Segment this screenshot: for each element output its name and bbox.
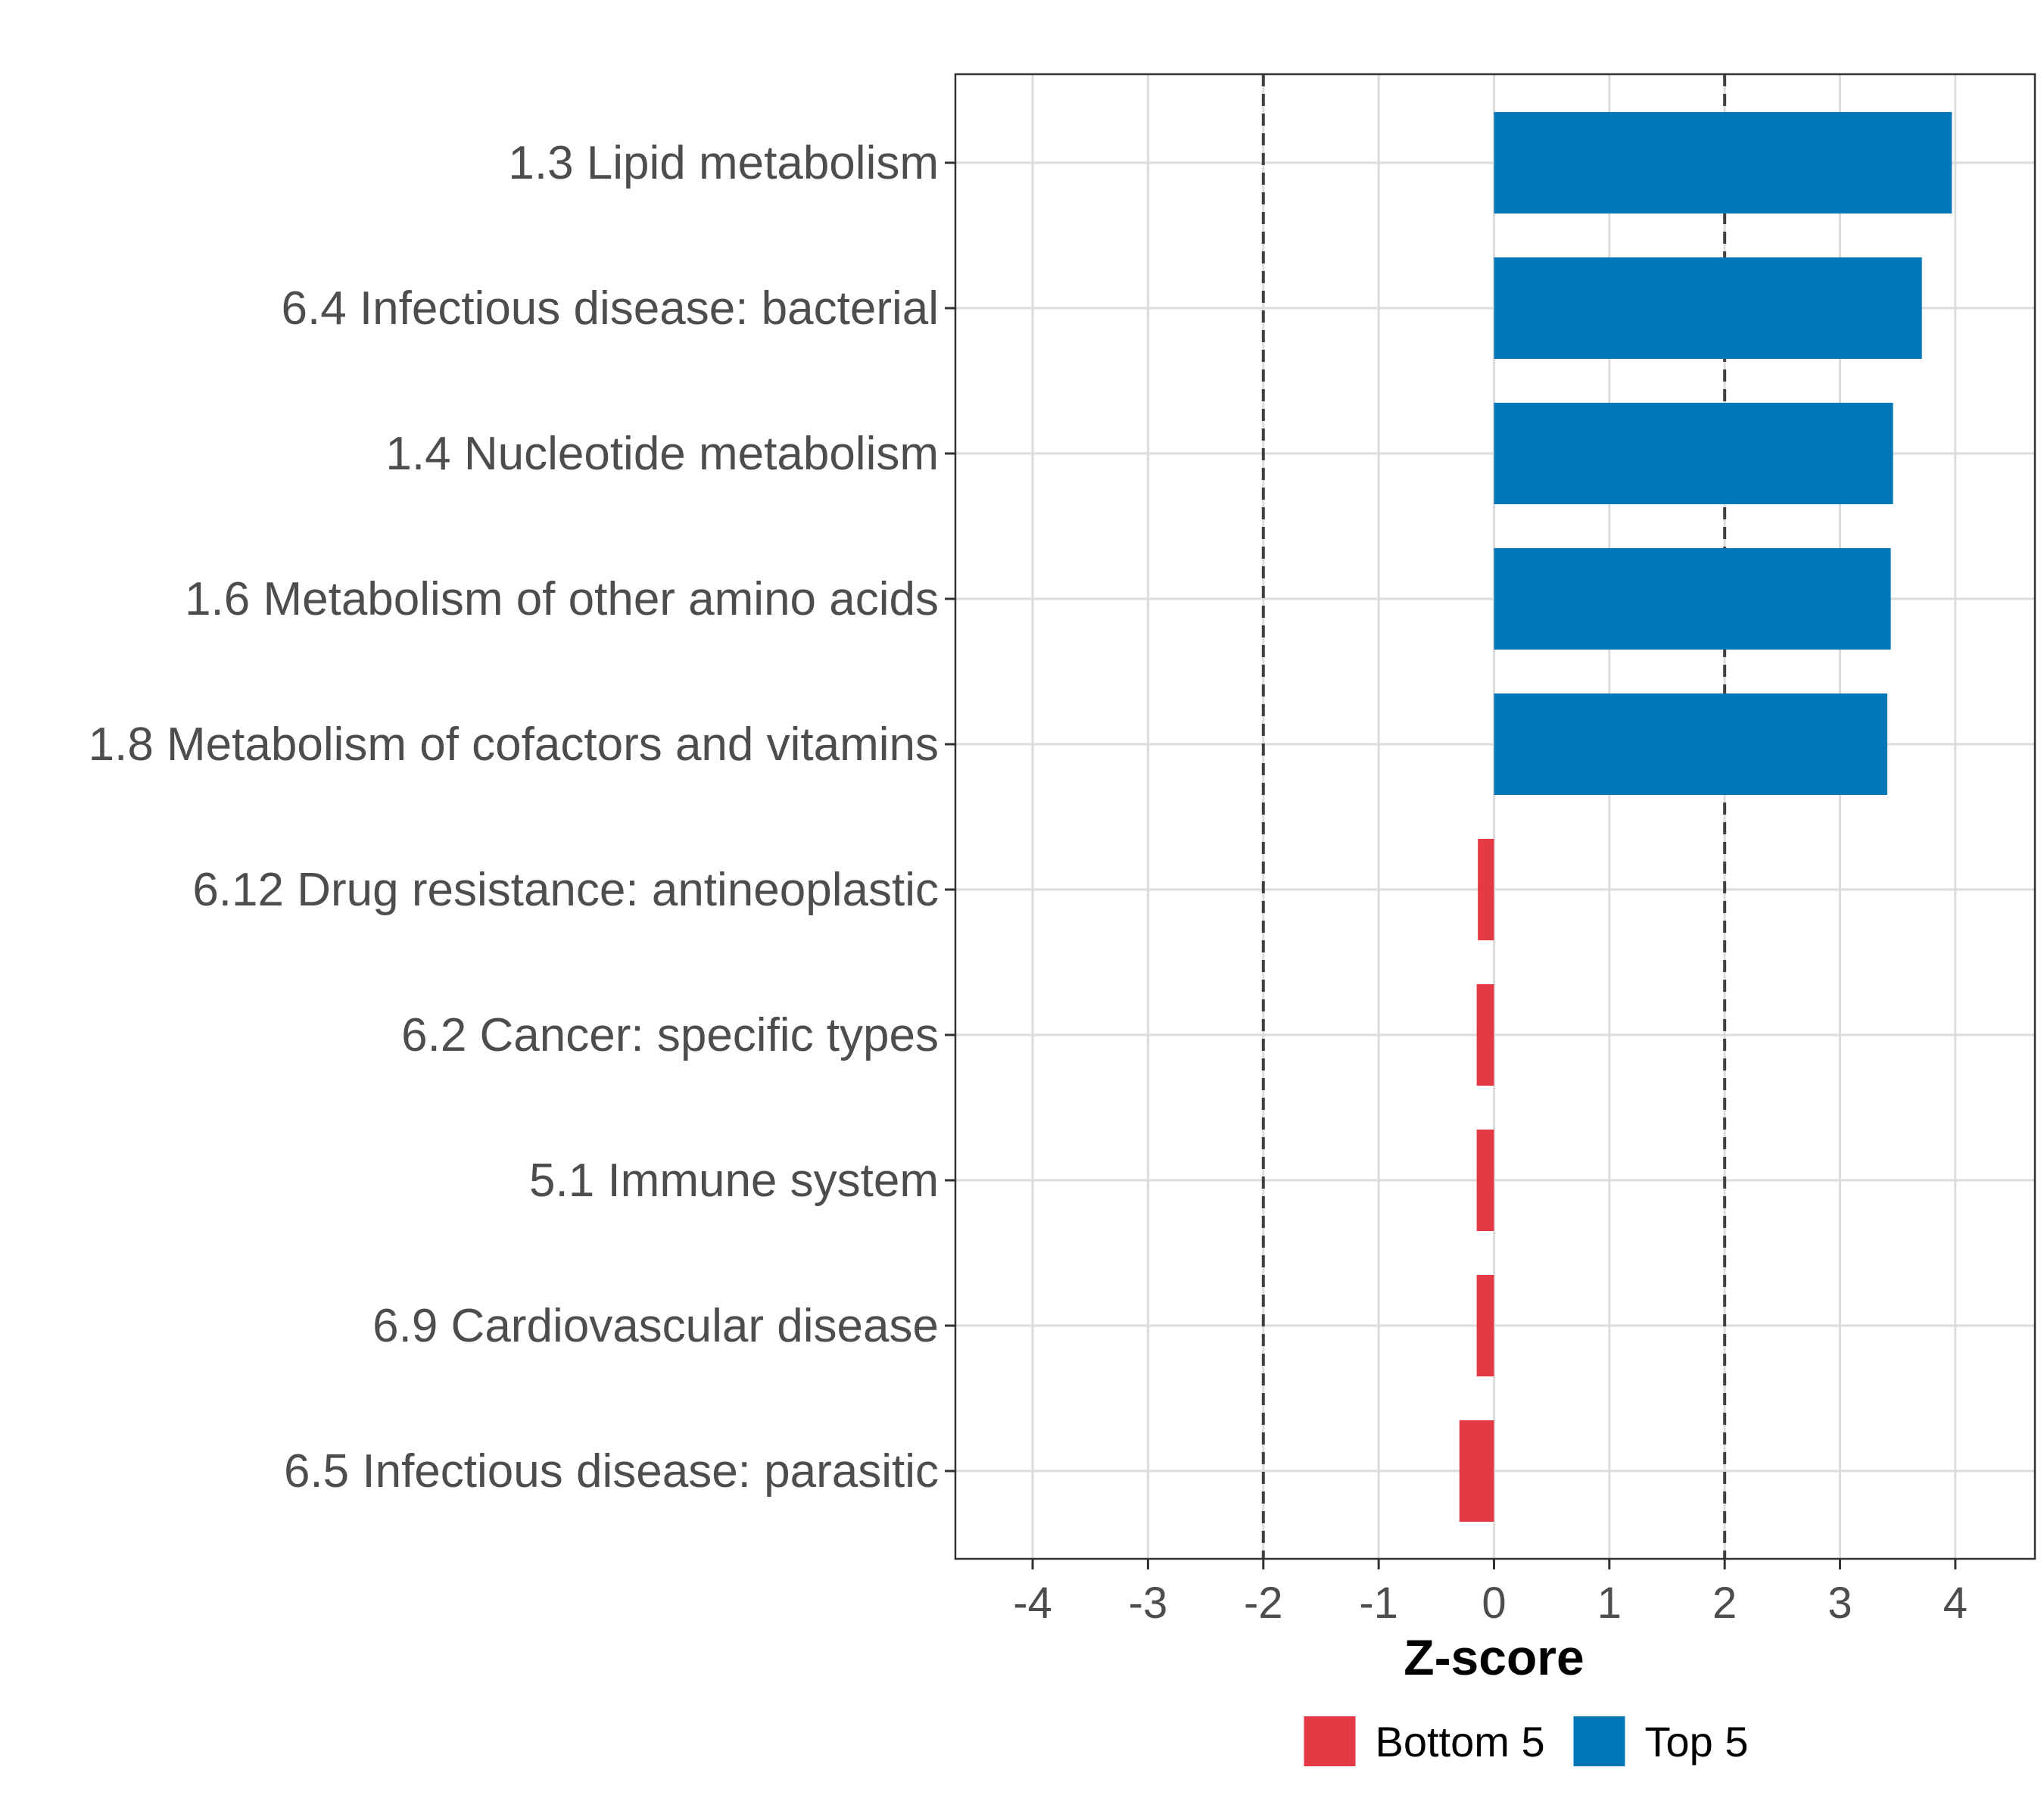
y-axis: 1.3 Lipid metabolism 6.4 Infectious disea… <box>89 137 955 1498</box>
bar <box>1476 984 1494 1086</box>
x-tick-label: 4 <box>1943 1579 1968 1628</box>
x-tick-label: 1 <box>1597 1579 1622 1628</box>
bars <box>1459 112 1952 1522</box>
category-label: 1.3 Lipid metabolism <box>508 137 939 189</box>
x-tick-label: -2 <box>1244 1579 1283 1628</box>
category-label: 6.9 Cardiovascular disease <box>372 1300 939 1352</box>
legend-key <box>1573 1716 1625 1766</box>
x-axis-title: Z-score <box>1404 1629 1584 1685</box>
category-label: 6.12 Drug resistance: antineoplastic <box>192 864 939 916</box>
category-label: 6.2 Cancer: specific types <box>401 1009 939 1061</box>
category-label: 1.6 Metabolism of other amino acids <box>185 573 939 625</box>
x-tick-label: 2 <box>1712 1579 1737 1628</box>
bar <box>1494 693 1887 795</box>
x-tick-label: -4 <box>1013 1579 1052 1628</box>
bar <box>1459 1420 1494 1522</box>
legend: Bottom 5 Top 5 <box>1304 1716 1749 1766</box>
x-tick-label: -3 <box>1129 1579 1168 1628</box>
bar <box>1494 548 1891 650</box>
x-tick-label: 3 <box>1827 1579 1852 1628</box>
category-label: 1.8 Metabolism of cofactors and vitamins <box>89 718 939 771</box>
legend-key <box>1304 1716 1356 1766</box>
category-label: 5.1 Immune system <box>529 1155 939 1207</box>
bar <box>1476 1275 1494 1376</box>
legend-label: Bottom 5 <box>1376 1718 1545 1766</box>
legend-label: Top 5 <box>1645 1718 1749 1766</box>
category-label: 6.4 Infectious disease: bacterial <box>281 282 939 335</box>
x-axis: -4 -3 -2 -1 0 1 2 3 4 <box>1013 1559 1968 1628</box>
category-label: 6.5 Infectious disease: parasitic <box>284 1445 939 1498</box>
bar <box>1494 257 1922 359</box>
x-tick-label: -1 <box>1359 1579 1398 1628</box>
x-tick-label: 0 <box>1482 1579 1506 1628</box>
plot-panel-border <box>954 73 2036 1560</box>
bar <box>1494 112 1952 213</box>
bar <box>1494 403 1893 504</box>
category-label: 1.4 Nucleotide metabolism <box>385 428 939 480</box>
bar <box>1478 839 1494 940</box>
bar <box>1476 1130 1494 1231</box>
